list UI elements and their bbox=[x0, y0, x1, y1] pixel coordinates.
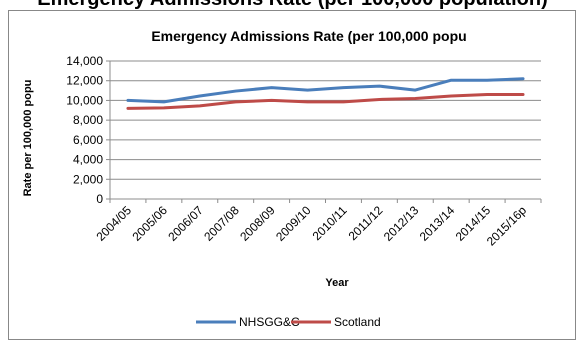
x-tick-label: 2005/06 bbox=[129, 203, 170, 244]
x-tick-label: 2009/10 bbox=[273, 203, 314, 244]
x-tick-label: 2013/14 bbox=[417, 203, 458, 244]
y-tick-label: 2,000 bbox=[73, 172, 103, 186]
x-tick-label: 2015/16p bbox=[484, 203, 530, 249]
y-tick-label: 0 bbox=[96, 192, 103, 206]
chart-title: Emergency Admissions Rate (per 100,000 p… bbox=[151, 28, 466, 44]
legend-label: Scotland bbox=[334, 315, 381, 329]
y-tick-label: 14,000 bbox=[66, 54, 103, 68]
series-lines bbox=[128, 79, 523, 109]
x-tick-label: 2007/08 bbox=[201, 203, 242, 244]
line-chart: Emergency Admissions Rate (per 100,000 p… bbox=[9, 11, 577, 341]
y-tick-label: 4,000 bbox=[73, 153, 103, 167]
y-tick-labels: 0 2,000 4,000 6,000 8,000 10,000 12,000 14,000 bbox=[66, 54, 103, 206]
y-tick-label: 10,000 bbox=[66, 93, 103, 107]
series-line-0 bbox=[128, 79, 523, 102]
x-tick-labels: 2004/052005/062006/072007/082008/092009/… bbox=[93, 203, 529, 249]
x-tick-label: 2010/11 bbox=[310, 203, 350, 243]
page-title: Emergency Admissions Rate (per 100,000 p… bbox=[0, 0, 585, 10]
x-axis-label: Year bbox=[325, 277, 349, 289]
y-tick-label: 6,000 bbox=[73, 133, 103, 147]
x-tick-label: 2004/05 bbox=[93, 203, 134, 244]
x-tick-label: 2008/09 bbox=[237, 203, 278, 244]
x-tick-label: 2006/07 bbox=[165, 203, 206, 244]
x-tick-label: 2011/12 bbox=[346, 203, 386, 243]
legend: NHSGG&C Scotland bbox=[196, 315, 381, 329]
chart-container: Emergency Admissions Rate (per 100,000 p… bbox=[8, 10, 576, 340]
y-axis-label: Rate per 100,000 popu bbox=[22, 80, 34, 197]
axes bbox=[110, 61, 541, 203]
y-tick-label: 8,000 bbox=[73, 113, 103, 127]
legend-label: NHSGG&C bbox=[239, 315, 300, 329]
x-tick-label: 2012/13 bbox=[381, 203, 422, 244]
y-tick-label: 12,000 bbox=[66, 74, 103, 88]
